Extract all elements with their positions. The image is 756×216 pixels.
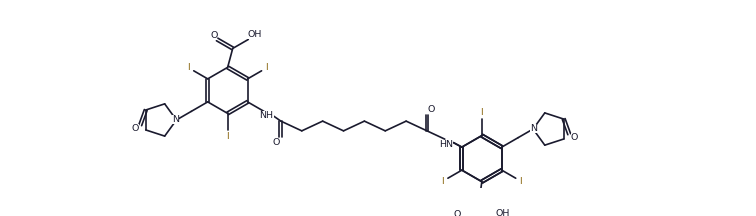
Text: I: I (480, 108, 483, 118)
Text: I: I (519, 177, 522, 186)
Text: I: I (265, 63, 268, 72)
Text: HN: HN (439, 140, 454, 149)
Text: O: O (571, 133, 578, 142)
Text: O: O (210, 31, 218, 40)
Text: NH: NH (259, 111, 274, 120)
Text: O: O (132, 124, 138, 133)
Text: O: O (454, 210, 461, 216)
Text: I: I (442, 177, 444, 186)
Text: OH: OH (495, 209, 510, 216)
Text: N: N (172, 116, 179, 124)
Text: N: N (531, 124, 538, 133)
Text: O: O (428, 105, 435, 114)
Text: OH: OH (247, 30, 262, 39)
Text: O: O (273, 138, 280, 147)
Text: I: I (187, 63, 190, 72)
Text: I: I (226, 132, 229, 141)
